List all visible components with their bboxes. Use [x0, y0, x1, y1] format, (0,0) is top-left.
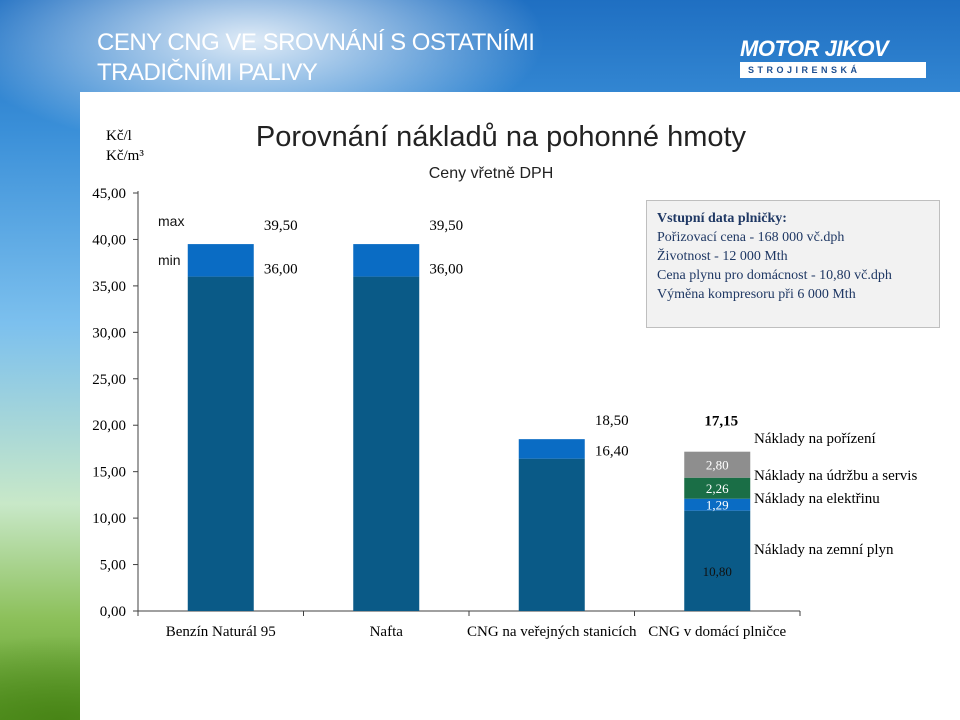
y-tick-label: 15,00: [92, 465, 126, 481]
y-tick-label: 30,00: [92, 325, 126, 341]
bar-max-label: 18,50: [595, 413, 629, 429]
input-data-box: Vstupní data plničky: Pořizovací cena - …: [646, 200, 940, 328]
bar-max-label: 39,50: [429, 218, 463, 234]
stack-segment-label: 2,80: [706, 458, 729, 473]
plot-area: 0,00 5,00 10,00 15,00 20,00 25,00 30,00 35,00 40…: [92, 186, 917, 640]
x-category-label: CNG na veřejných stanicích: [467, 624, 637, 640]
stack-segment: [684, 498, 751, 511]
input-data-line: Pořizovací cena - 168 000 vč.dph: [657, 230, 845, 245]
bar-min-label: 36,00: [429, 262, 463, 278]
stack-segment: [684, 451, 751, 478]
input-data-line: Výměna kompresoru při 6 000 Mth: [657, 287, 856, 302]
bar-range-segment: [187, 244, 254, 277]
stack-segment-label: 2,26: [706, 481, 729, 496]
bar-min-segment: [187, 276, 254, 611]
y-axis-label-line-1: Kč/l: [106, 128, 132, 144]
stack-segment: [684, 510, 751, 611]
bar-range-segment: [518, 439, 585, 459]
stack-total-label: 17,15: [704, 414, 738, 430]
stack-segment-label: 1,29: [706, 498, 729, 513]
y-tick-label: 10,00: [92, 511, 126, 527]
y-tick-label: 40,00: [92, 232, 126, 248]
stack-segment-label: 10,80: [703, 564, 732, 579]
input-data-title: Vstupní data plničky:: [657, 211, 787, 226]
input-data-line: Životnost - 12 000 Mth: [657, 249, 788, 264]
legend-entry: Náklady na elektřinu: [754, 491, 880, 507]
slide-title: CENY CNG VE SROVNÁNÍ S OSTATNÍMI TRADIČN…: [97, 29, 535, 86]
y-tick-label: 45,00: [92, 186, 126, 202]
logo-subtitle: STROJIRENSKÁ: [740, 62, 926, 78]
legend-entry: Náklady na údržbu a servis: [754, 468, 917, 484]
legend-entry: Náklady na zemní plyn: [754, 542, 894, 558]
chart-subtitle: Ceny vřetně DPH: [429, 165, 554, 182]
y-tick-label: 35,00: [92, 279, 126, 295]
y-tick-label: 5,00: [100, 558, 126, 574]
y-tick-label: 20,00: [92, 418, 126, 434]
min-legend-label: min: [158, 252, 181, 268]
bar-min-segment: [353, 276, 420, 611]
bar-min-segment: [518, 458, 585, 611]
bar-range-segment: [353, 244, 420, 277]
max-legend-label: max: [158, 213, 184, 229]
x-category-label: Nafta: [370, 624, 404, 640]
input-data-line: Cena plynu pro domácnost - 10,80 vč.dph: [657, 268, 892, 283]
x-category-label: CNG v domácí plničce: [648, 624, 786, 640]
bar-max-label: 39,50: [264, 218, 298, 234]
stack-segment: [684, 477, 751, 499]
logo-wordmark: MOTOR JIKOV: [740, 36, 889, 61]
legend-entry: Náklady na pořízení: [754, 431, 876, 447]
company-logo: MOTOR JIKOV STROJIRENSKÁ: [740, 38, 926, 78]
y-axis-label-line-2: Kč/m³: [106, 148, 144, 164]
x-category-label: Benzín Naturál 95: [166, 624, 276, 640]
y-tick-label: 0,00: [100, 604, 126, 620]
bar-min-label: 16,40: [595, 444, 629, 460]
chart-title: Porovnání nákladů na pohonné hmoty: [256, 121, 747, 153]
y-tick-label: 25,00: [92, 372, 126, 388]
bar-min-label: 36,00: [264, 262, 298, 278]
